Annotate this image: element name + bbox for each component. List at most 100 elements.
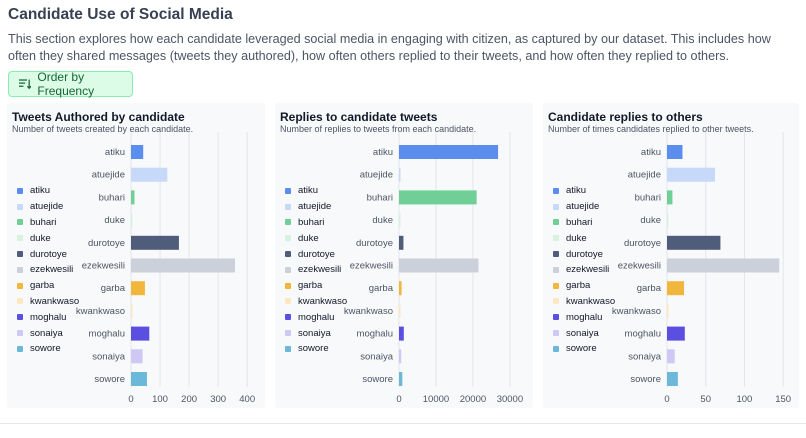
bar-duke: [667, 213, 669, 228]
legend-label: atiku: [298, 185, 319, 197]
legend-item-moghalu: moghalu: [553, 309, 615, 325]
chart-legend: atiku atuejide buhari duke durotoye ezekwesil…: [285, 183, 347, 357]
legend-item-duke: duke: [553, 230, 615, 246]
legend-item-duke: duke: [17, 230, 79, 246]
legend-item-kwankwaso: kwankwaso: [285, 294, 347, 310]
y-tick-label: kwankwaso: [612, 306, 661, 317]
legend-swatch: [553, 345, 559, 352]
legend-item-ezekwesili: ezekwesili: [17, 262, 79, 278]
legend-item-buhari: buhari: [553, 215, 615, 231]
order-by-frequency-button[interactable]: Order by Frequency: [8, 70, 133, 98]
tweets-authored-panel: Tweets Authored by candidate Number of t…: [7, 103, 265, 408]
legend-swatch: [17, 345, 23, 352]
legend-item-atuejide: atuejide: [553, 199, 615, 215]
bar-kwankwaso: [667, 303, 669, 318]
chart-title: Tweets Authored by candidate: [12, 110, 185, 124]
legend-swatch: [285, 251, 291, 258]
bar-kwankwaso: [131, 303, 133, 318]
legend-item-sonaiya: sonaiya: [553, 325, 615, 341]
legend-swatch: [553, 251, 559, 258]
legend-label: ezekwesili: [566, 264, 610, 276]
legend-item-atuejide: atuejide: [285, 199, 347, 215]
bar-atuejide: [399, 167, 401, 182]
legend-item-garba: garba: [17, 278, 79, 294]
legend-swatch: [553, 298, 559, 305]
tweets-authored-chart: 0 100 200 300 400 atiku atuejide buhari duke duro…: [76, 132, 255, 405]
y-tick-label: sonaiya: [92, 351, 125, 362]
legend-item-atiku: atiku: [285, 183, 347, 199]
legend-swatch: [285, 219, 291, 226]
bar-sowore: [399, 372, 403, 386]
y-tick-label: atuejide: [360, 170, 393, 181]
legend-label: ezekwesili: [30, 264, 74, 276]
y-tick-label: moghalu: [357, 329, 393, 340]
x-tick-label: 100: [152, 394, 168, 405]
legend-swatch: [553, 314, 559, 321]
legend-label: durotoye: [566, 248, 603, 260]
legend-label: duke: [298, 232, 319, 244]
y-tick-label: ezekwesili: [618, 261, 661, 272]
x-tick-label: 20000: [460, 394, 486, 405]
bar-moghalu: [399, 326, 404, 341]
legend-swatch: [17, 235, 23, 242]
legend-swatch: [553, 330, 559, 337]
legend-swatch: [553, 187, 559, 194]
legend-item-atiku: atiku: [17, 183, 79, 199]
legend-swatch: [285, 203, 291, 210]
section-intro: This section explores how each candidate…: [8, 32, 771, 63]
legend-label: duke: [566, 232, 587, 244]
legend-label: garba: [30, 280, 55, 292]
legend-swatch: [553, 203, 559, 210]
bar-ezekwesili: [667, 258, 780, 273]
legend-swatch: [17, 203, 23, 210]
sort-descending-icon: [19, 79, 32, 90]
bar-duke: [131, 213, 133, 228]
candidate-replies-chart: 0 50 100 150 atiku atuejide buhari duke durotoye…: [612, 132, 791, 405]
chart-subtitle: Number of replies to tweets from each ca…: [280, 124, 477, 134]
legend-item-sonaiya: sonaiya: [285, 325, 347, 341]
bar-buhari: [667, 190, 673, 205]
y-tick-label: sonaiya: [628, 351, 661, 362]
y-tick-label: kwankwaso: [76, 306, 125, 317]
legend-label: moghalu: [30, 311, 67, 323]
x-tick-label: 30000: [497, 394, 523, 405]
x-tick-label: 50: [700, 394, 711, 405]
legend-label: buhari: [298, 216, 325, 228]
bar-garba: [399, 281, 402, 296]
legend-swatch: [553, 219, 559, 226]
x-tick-label: 200: [181, 394, 197, 405]
legend-label: sowore: [298, 343, 329, 355]
y-tick-label: sonaiya: [360, 351, 393, 362]
chart-subtitle: Number of tweets created by each candida…: [12, 124, 194, 134]
legend-label: moghalu: [298, 311, 335, 323]
y-tick-label: durotoye: [624, 238, 661, 249]
legend-label: kwankwaso: [298, 295, 348, 307]
bar-garba: [667, 281, 685, 296]
legend-label: durotoye: [30, 248, 67, 260]
legend-swatch: [553, 235, 559, 242]
legend-swatch: [285, 330, 291, 337]
legend-label: garba: [566, 280, 591, 292]
legend-item-sowore: sowore: [285, 341, 347, 357]
y-tick-label: kwankwaso: [344, 306, 393, 317]
bar-durotoye: [399, 235, 404, 250]
x-tick-label: 100: [736, 394, 752, 405]
legend-swatch: [17, 282, 23, 289]
legend-item-duke: duke: [285, 230, 347, 246]
y-tick-label: garba: [101, 283, 126, 294]
legend-item-garba: garba: [553, 278, 615, 294]
legend-item-moghalu: moghalu: [285, 309, 347, 325]
y-tick-label: atiku: [641, 147, 661, 158]
legend-item-sonaiya: sonaiya: [17, 325, 79, 341]
bar-sonaiya: [399, 349, 402, 364]
y-tick-label: ezekwesili: [350, 261, 393, 272]
legend-swatch: [285, 187, 291, 194]
y-tick-label: duke: [104, 215, 125, 226]
legend-item-buhari: buhari: [285, 215, 347, 231]
legend-swatch: [285, 235, 291, 242]
chart-title: Replies to candidate tweets: [280, 110, 438, 124]
chart-legend: atiku atuejide buhari duke durotoye ezekwesil…: [553, 183, 615, 357]
bar-durotoye: [667, 235, 721, 250]
legend-item-sowore: sowore: [17, 341, 79, 357]
y-tick-label: moghalu: [625, 329, 661, 340]
